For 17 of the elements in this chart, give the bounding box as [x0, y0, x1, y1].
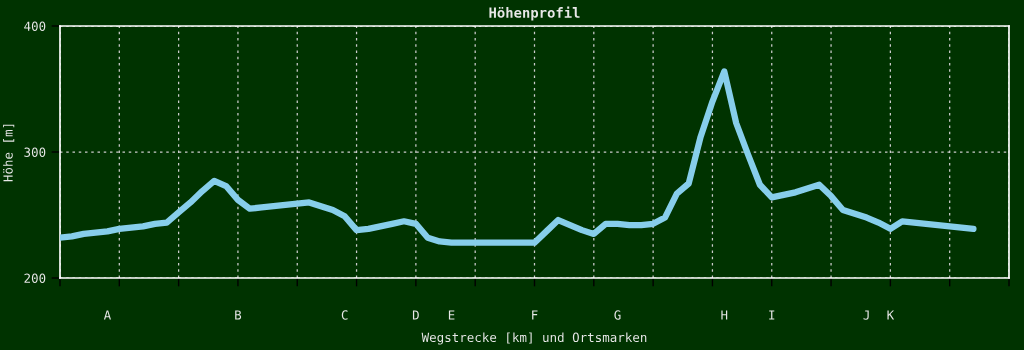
x-tick-label: B	[235, 310, 242, 320]
x-tick-label: I	[769, 310, 775, 320]
x-tick-label: E	[448, 310, 455, 320]
y-tick-label: 400	[24, 21, 46, 31]
x-axis-title: Wegstrecke [km] und Ortsmarken	[421, 332, 647, 345]
x-tick-label: C	[341, 310, 348, 320]
x-tick-label: F	[532, 310, 538, 320]
y-axis-title: Höhe [m]	[3, 124, 15, 182]
x-tick-label: H	[721, 310, 728, 320]
x-tick-label: D	[412, 310, 419, 320]
x-tick-label: G	[614, 310, 621, 320]
y-tick-label: 300	[24, 147, 46, 157]
x-tick-label: J	[863, 310, 869, 320]
chart-title: Höhenprofil	[489, 6, 580, 21]
x-tick-label: K	[887, 310, 895, 320]
y-tick-label: 200	[24, 273, 46, 283]
x-tick-label: A	[103, 310, 111, 320]
